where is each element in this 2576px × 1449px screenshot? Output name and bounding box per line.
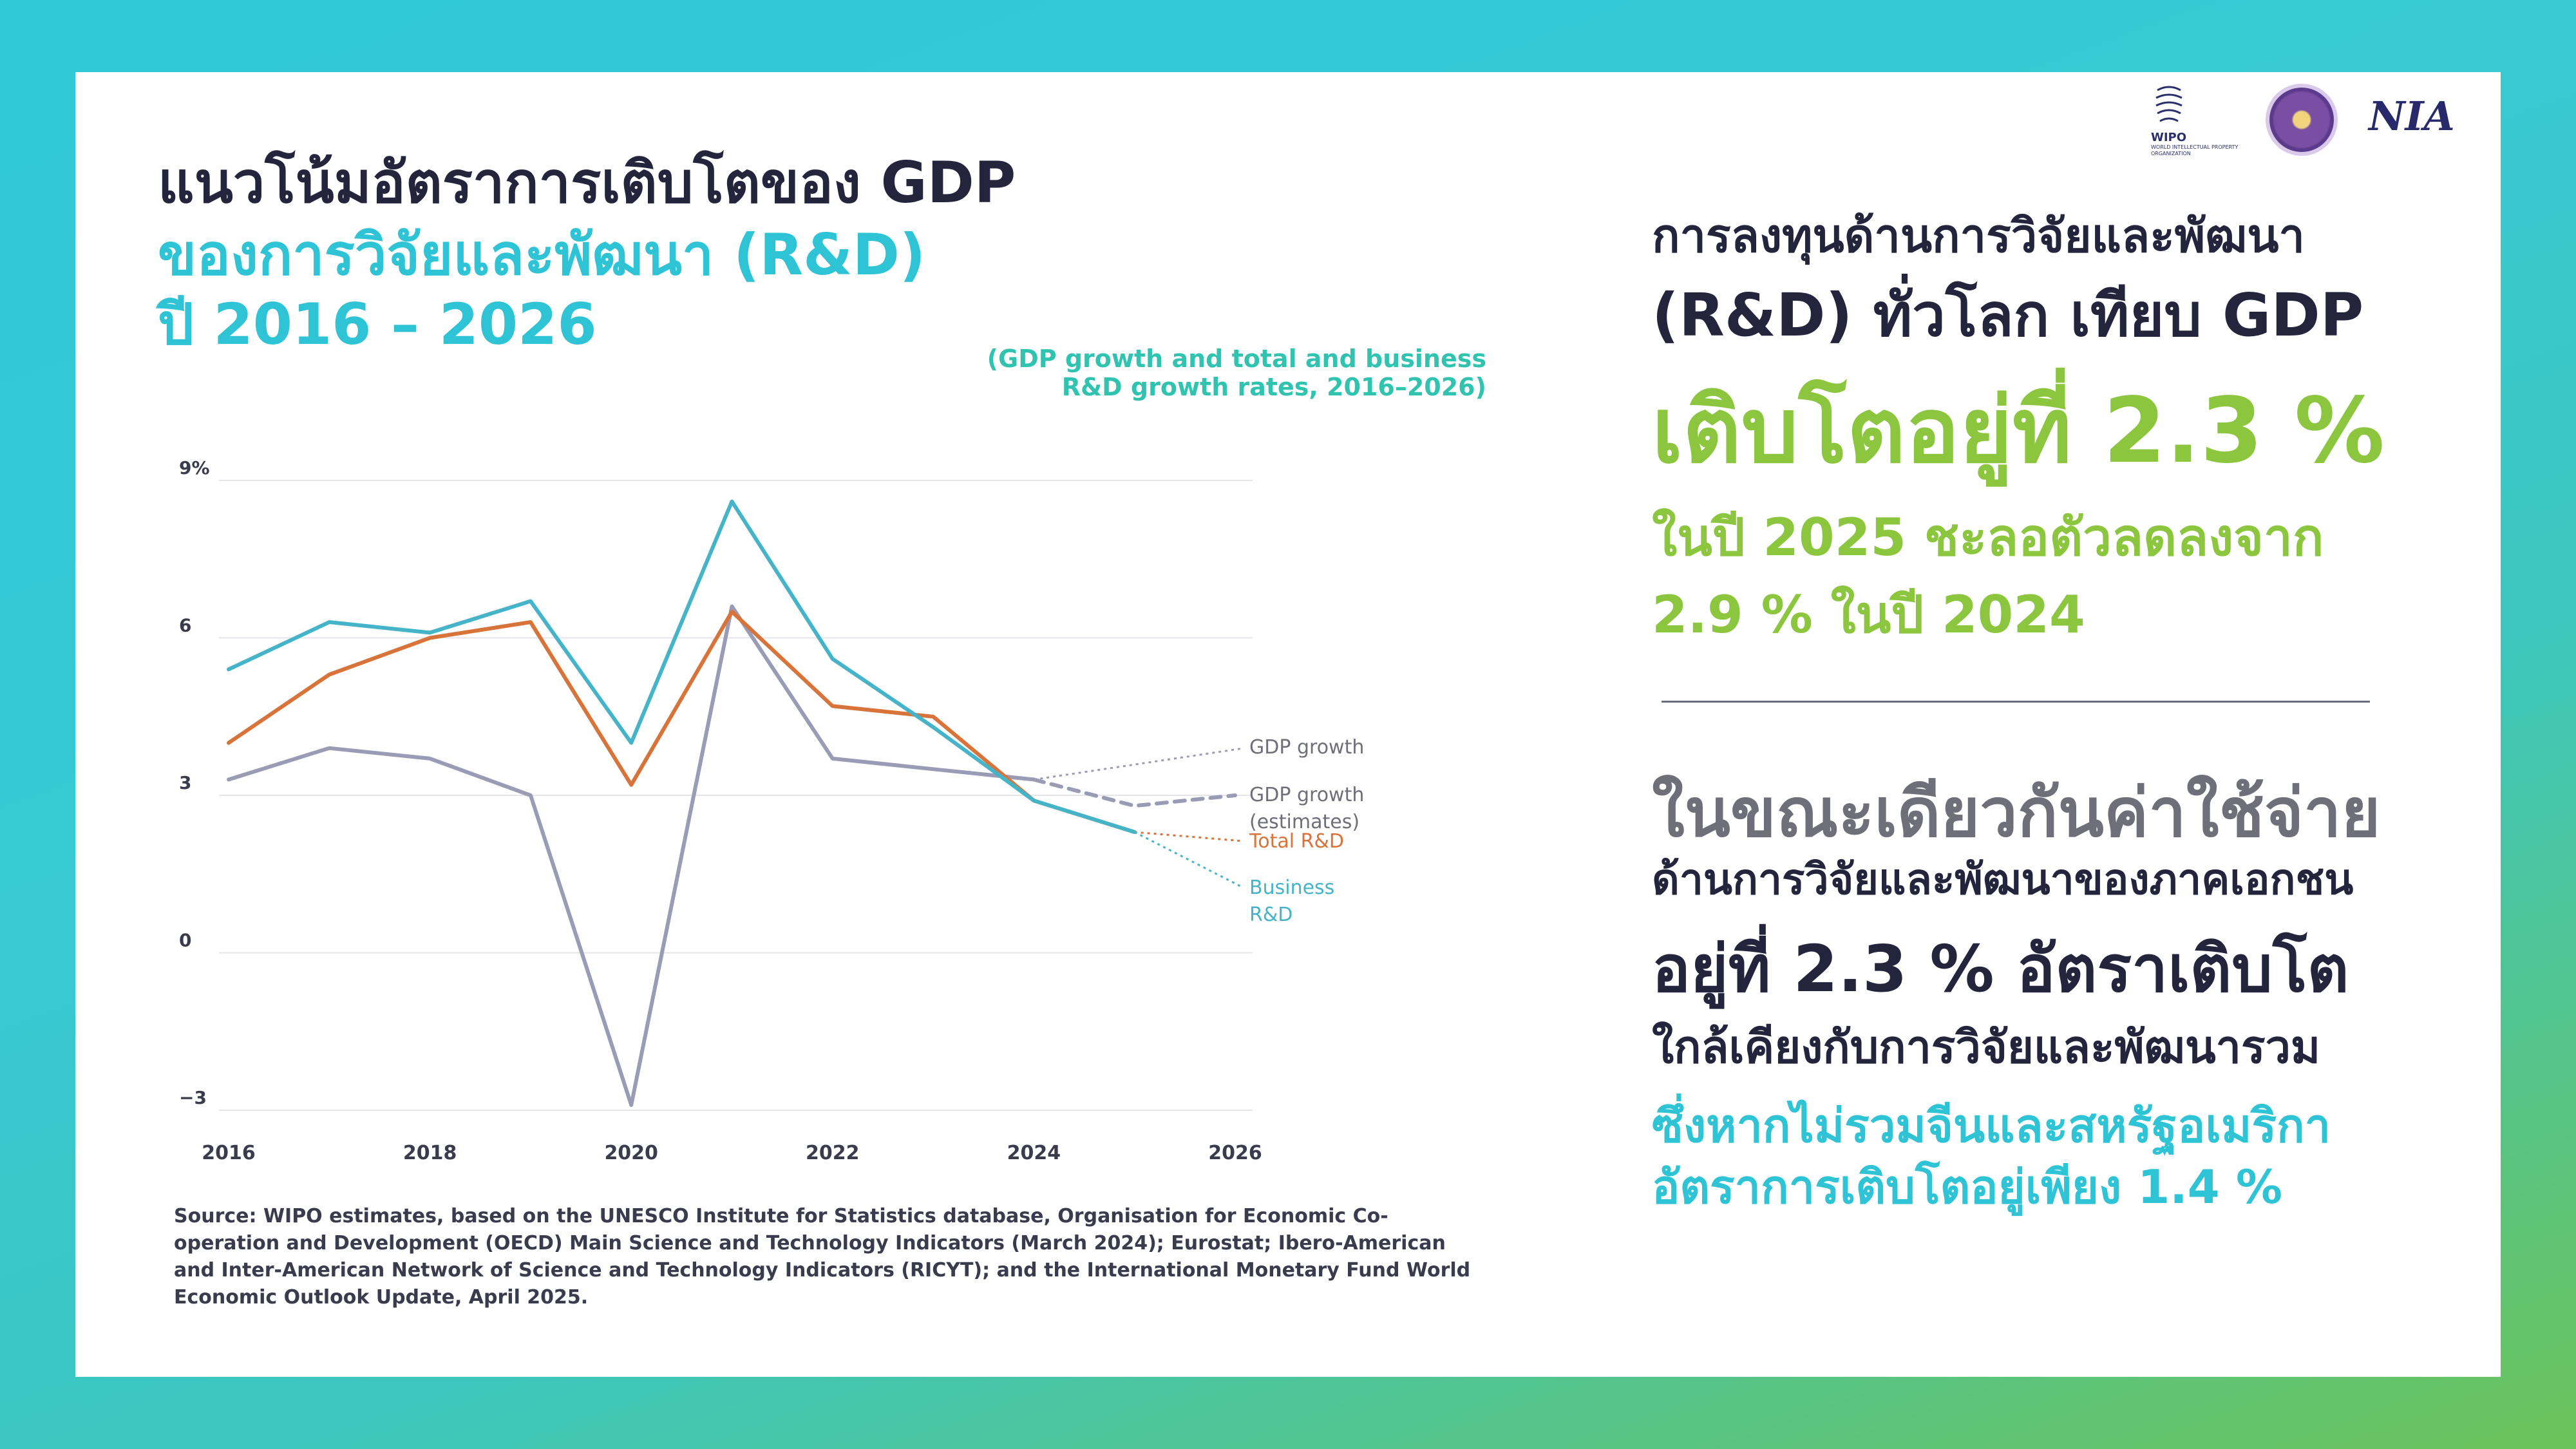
y-tick-label: 9% xyxy=(179,457,210,478)
legend-label-gdp-estimates-note: (estimates) xyxy=(1249,811,1359,833)
right-line-4: ในปี 2025 ชะลอตัวลดลงจาก xyxy=(1652,507,2324,567)
y-tick-label: 3 xyxy=(179,772,191,793)
legend-label-gdp-growth: GDP growth xyxy=(1249,736,1364,759)
content-card xyxy=(75,72,2501,1377)
series-line-total-r-d xyxy=(227,609,1137,834)
right-line-9: ใกล้เคียงกับการวิจัยและพัฒนารวม xyxy=(1652,1021,2321,1074)
nia-wordmark: NIA xyxy=(2369,93,2455,140)
right-line-6: ในขณะเดียวกันค่าใช้จ่าย xyxy=(1652,773,2381,852)
line-chart: 9% 6 3 0 −3 2016 2018 2020 2022 2024 2026 GDP growt… xyxy=(179,457,1364,1164)
x-tick-label: 2026 xyxy=(1208,1142,1262,1164)
legend-label-total-rd: Total R&D xyxy=(1249,830,1344,853)
x-tick-label: 2022 xyxy=(806,1142,860,1164)
wipo-wordmark: WIPO xyxy=(2151,131,2187,144)
source-note: Source: WIPO estimates, based on the UNE… xyxy=(174,1205,1471,1309)
page-title-line3: ปี 2016 – 2026 xyxy=(158,291,597,357)
page-title-line2: ของการวิจัยและพัฒนา (R&D) xyxy=(158,222,926,288)
y-tick-label: −3 xyxy=(179,1087,207,1108)
right-line-8: อยู่ที่ 2.3 % อัตราเติบโต xyxy=(1652,931,2349,1007)
x-tick-label: 2018 xyxy=(403,1142,457,1164)
right-line-10: ซึ่งหากไม่รวมจีนและสหรัฐอเมริกา xyxy=(1652,1099,2331,1153)
legend-label-business-rd: R&D xyxy=(1249,904,1293,926)
wipo-emblem-icon xyxy=(2155,86,2183,122)
chart-subtitle-line2: R&D growth rates, 2016–2026) xyxy=(1061,373,1486,401)
legend-label-gdp-estimates: GDP growth xyxy=(1249,784,1364,806)
right-line-5: 2.9 % ในปี 2024 xyxy=(1652,585,2085,645)
y-tick-label: 0 xyxy=(179,930,191,951)
chart-subtitle-line1: (GDP growth and total and business xyxy=(987,345,1486,373)
x-tick-label: 2016 xyxy=(202,1142,256,1164)
series-line-business-r-d xyxy=(227,499,1137,834)
right-line-1: การลงทุนด้านการวิจัยและพัฒนา xyxy=(1652,209,2305,263)
series-line-gdp-growth-estimates- xyxy=(1032,777,1237,808)
y-tick-label: 6 xyxy=(179,615,191,636)
right-line-7: ด้านการวิจัยและพัฒนาของภาคเอกชน xyxy=(1652,855,2354,904)
nia-logo: NIA xyxy=(2369,97,2472,155)
right-headline-rate: เติบโตอยู่ที่ 2.3 % xyxy=(1652,379,2385,484)
wipo-wordmark-sub: WORLD INTELLECTUAL PROPERTY ORGANIZATION xyxy=(2151,144,2239,156)
right-line-2: (R&D) ทั่วโลก เทียบ GDP xyxy=(1652,281,2364,350)
thai-government-seal-icon xyxy=(2266,84,2338,156)
right-line-11: อัตราการเติบโตอยู่เพียง 1.4 % xyxy=(1652,1160,2282,1214)
legend-leader-gdp xyxy=(1034,747,1244,781)
legend-leader-business-rd xyxy=(1134,831,1244,889)
section-divider xyxy=(1662,701,2370,703)
wipo-logo: WIPO WORLD INTELLECTUAL PROPERTY ORGANIZ… xyxy=(2151,84,2267,167)
legend-leader-total-rd xyxy=(1134,831,1244,842)
page-title-line1: แนวโน้มอัตราการเติบโตของ GDP xyxy=(158,149,1016,216)
legend-label-business: Business xyxy=(1249,876,1334,899)
x-tick-label: 2024 xyxy=(1007,1142,1061,1164)
chart-subtitle: (GDP growth and total and business R&D g… xyxy=(987,345,1486,401)
x-tick-label: 2020 xyxy=(604,1142,658,1164)
series-line-gdp-growth xyxy=(227,604,1036,1107)
